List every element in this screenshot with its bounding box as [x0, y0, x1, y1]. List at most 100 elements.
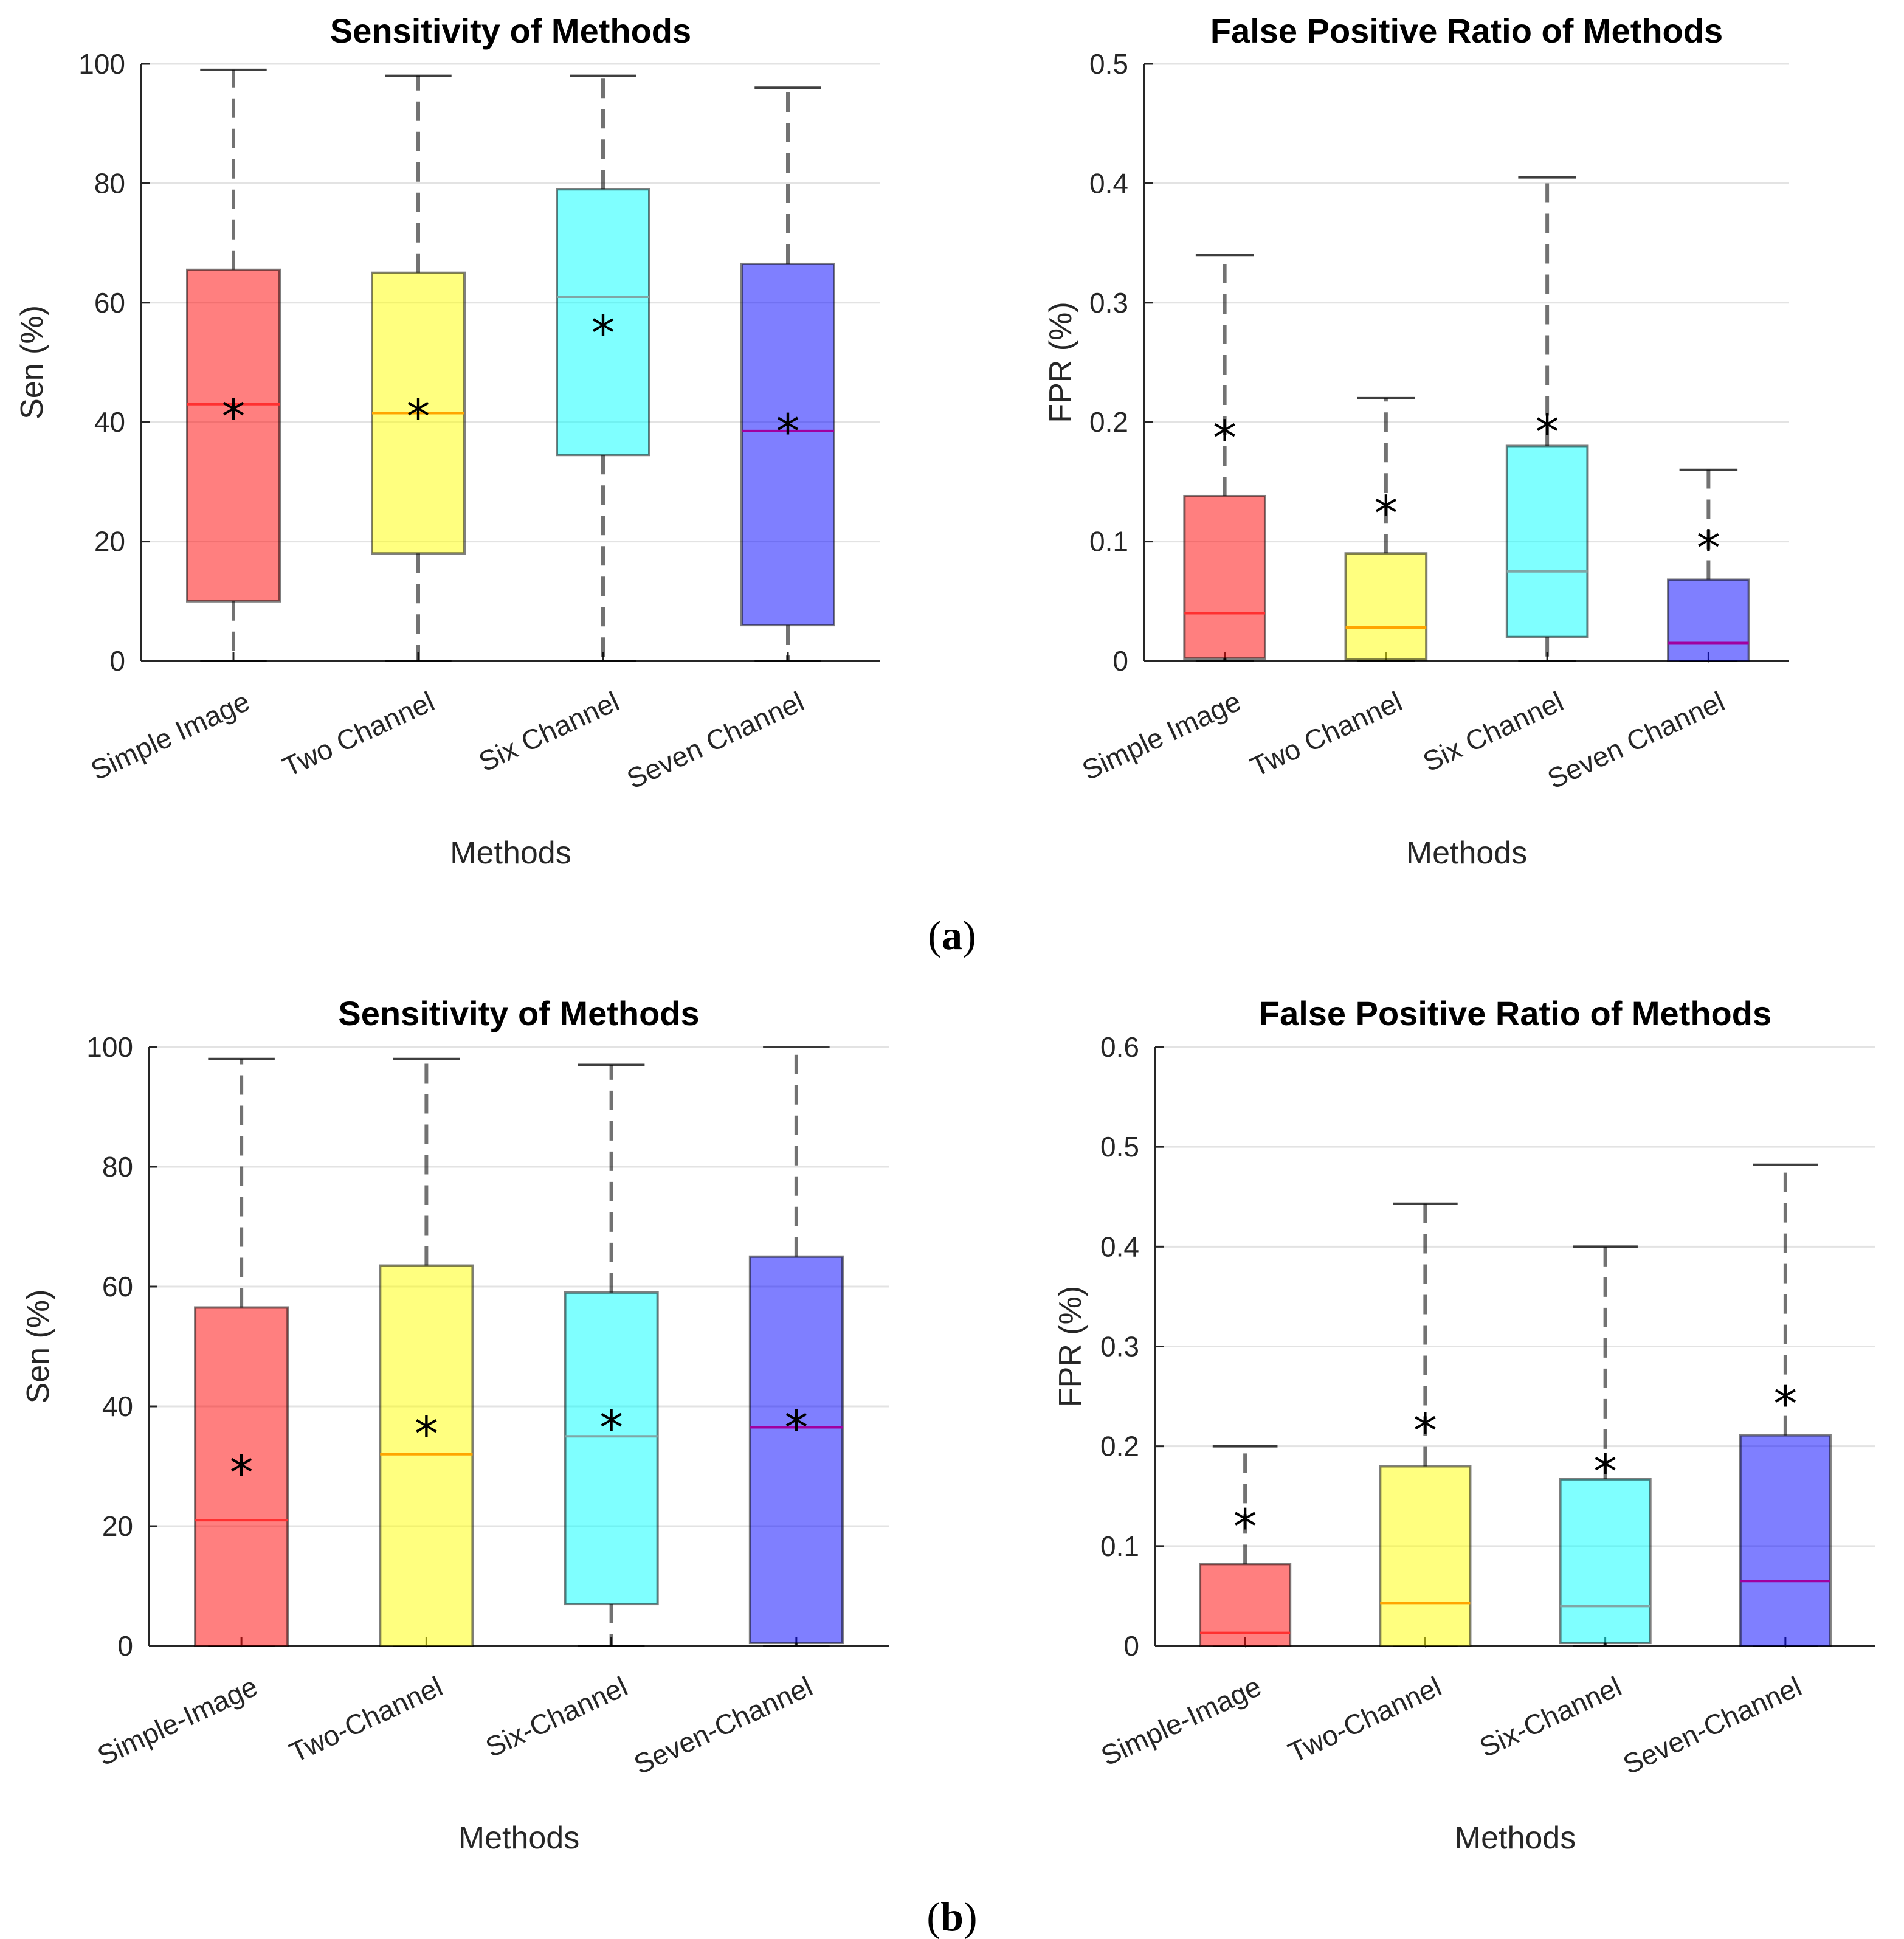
- box-2: *: [371, 74, 466, 662]
- mean-marker: *: [592, 306, 615, 361]
- chart-title: False Positive Ratio of Methods: [1210, 12, 1723, 50]
- box-outline: [1667, 578, 1750, 662]
- mean-marker: *: [222, 390, 246, 444]
- y-axis-label: Sen (%): [21, 1290, 56, 1404]
- box-fill: [750, 1256, 843, 1643]
- box-outline: [748, 1255, 844, 1645]
- box-fill: [195, 1307, 288, 1646]
- box-4: *: [1667, 468, 1750, 662]
- mean-marker: *: [784, 1401, 808, 1456]
- box-fill: [1506, 446, 1588, 637]
- y-tick-label: 20: [102, 1510, 133, 1542]
- box-4: *: [1739, 1163, 1832, 1648]
- y-tick-label: 100: [78, 48, 125, 80]
- box-2: *: [1344, 396, 1428, 662]
- box-outline: [194, 1306, 289, 1648]
- x-axis-label: Methods: [450, 835, 571, 871]
- y-tick-label: 100: [86, 1031, 133, 1063]
- box-1: *: [186, 68, 281, 662]
- box-1: *: [1183, 254, 1266, 662]
- box-fill: [380, 1265, 473, 1646]
- box-outline: [1739, 1434, 1832, 1648]
- mean-marker: *: [230, 1446, 254, 1501]
- y-tick-label: 0.2: [1100, 1431, 1139, 1462]
- chart-title: Sensitivity of Methods: [330, 12, 691, 50]
- box-outline: [1199, 1563, 1292, 1647]
- box-fill: [1740, 1435, 1830, 1646]
- box-outline: [740, 262, 835, 627]
- mean-marker: *: [1536, 406, 1559, 460]
- box-fill: [1184, 496, 1265, 659]
- box-outline: [1379, 1465, 1472, 1647]
- chart-title: False Positive Ratio of Methods: [1259, 994, 1771, 1032]
- box-fill: [557, 189, 649, 455]
- box-3: *: [564, 1063, 659, 1647]
- box-outline: [556, 188, 650, 457]
- y-tick-label: 20: [94, 526, 125, 558]
- x-axis-label: Methods: [1406, 835, 1527, 871]
- y-tick-label: 80: [102, 1151, 133, 1183]
- box-fill: [1380, 1466, 1471, 1646]
- y-tick-label: 60: [102, 1271, 133, 1302]
- x-axis-label: Methods: [1455, 1820, 1576, 1856]
- box-1: *: [1199, 1445, 1292, 1647]
- box-outline: [564, 1291, 659, 1606]
- mean-marker: *: [1233, 1500, 1257, 1555]
- mean-marker: *: [1374, 486, 1398, 541]
- box-outline: [186, 268, 281, 603]
- y-tick-label: 0.4: [1089, 167, 1128, 199]
- y-tick-label: 80: [94, 167, 125, 199]
- box-outline: [1183, 494, 1266, 660]
- y-tick-label: 0.5: [1089, 48, 1128, 80]
- mean-marker: *: [415, 1407, 438, 1462]
- box-outline: [1505, 444, 1589, 638]
- y-tick-label: 0.6: [1100, 1031, 1139, 1063]
- x-axis-label: Methods: [458, 1820, 579, 1856]
- mean-marker: *: [407, 390, 430, 444]
- box-4: *: [748, 1046, 844, 1647]
- y-tick-label: 0.3: [1089, 287, 1128, 319]
- box-3: *: [1505, 176, 1589, 662]
- box-fill: [187, 269, 280, 601]
- y-axis-label: FPR (%): [1053, 1286, 1088, 1407]
- y-axis-label: FPR (%): [1043, 302, 1078, 423]
- y-tick-label: 0: [117, 1630, 133, 1662]
- y-tick-label: 0: [109, 645, 125, 677]
- box-fill: [1345, 553, 1427, 660]
- box-fill: [565, 1292, 658, 1605]
- y-tick-label: 0.2: [1089, 406, 1128, 438]
- mean-marker: *: [1697, 521, 1720, 576]
- mean-marker: *: [776, 405, 800, 460]
- box-outline: [1344, 552, 1428, 662]
- box-4: *: [740, 86, 835, 662]
- mean-marker: *: [599, 1401, 623, 1456]
- y-tick-label: 0.5: [1100, 1131, 1139, 1163]
- caption-a: (a): [928, 912, 976, 958]
- chart-title: Sensitivity of Methods: [338, 994, 699, 1032]
- y-tick-label: 0.4: [1100, 1231, 1139, 1262]
- box-outline: [379, 1264, 474, 1647]
- y-tick-label: 0: [1112, 645, 1128, 677]
- box-fill: [742, 263, 834, 626]
- box-outline: [1559, 1478, 1652, 1645]
- box-3: *: [1559, 1245, 1652, 1647]
- mean-marker: *: [1593, 1445, 1617, 1500]
- y-tick-label: 0: [1123, 1630, 1139, 1662]
- y-tick-label: 0.1: [1100, 1530, 1139, 1562]
- mean-marker: *: [1213, 412, 1237, 466]
- box-fill: [1668, 579, 1749, 661]
- caption-b: (b): [926, 1893, 977, 1939]
- y-tick-label: 60: [94, 287, 125, 319]
- box-fill: [1560, 1479, 1650, 1643]
- y-tick-label: 40: [102, 1391, 133, 1422]
- y-tick-label: 40: [94, 406, 125, 438]
- box-2: *: [1379, 1202, 1472, 1647]
- y-axis-label: Sen (%): [15, 305, 50, 420]
- box-3: *: [556, 74, 650, 662]
- y-tick-label: 0.1: [1089, 526, 1128, 558]
- box-1: *: [194, 1057, 289, 1648]
- y-tick-label: 0.3: [1100, 1331, 1139, 1363]
- box-2: *: [379, 1057, 474, 1647]
